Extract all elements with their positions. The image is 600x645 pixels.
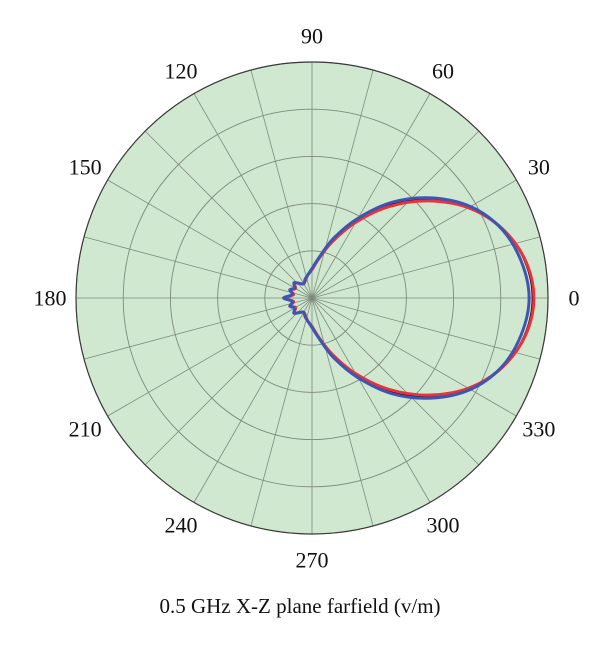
chart-title: 0.5 GHz X-Z plane farfield (v/m) [159,594,441,618]
series-layer [282,196,536,400]
grid-spoke [250,297,313,527]
grid-spoke [83,236,313,299]
angle-tick-label: 270 [296,548,329,573]
angle-tick-label: 0 [569,286,580,311]
angle-tick-label: 180 [34,286,67,311]
series-line-3 [282,196,531,400]
grid-spoke [144,297,313,466]
grid-spoke [311,69,374,299]
angle-tick-labels: 0 30 60 90 120 150 180 210 240 270 300 330 [34,24,580,573]
grid-spoke [250,69,313,299]
grid-spoke [311,297,541,360]
grid-spoke [311,297,480,466]
grid-spoke [311,130,480,299]
angular-grid-spokes [76,62,548,534]
grid-spoke [193,297,313,503]
angle-tick-label: 300 [427,512,460,537]
grid-spoke [311,179,517,299]
grid-spoke [311,93,431,299]
angle-tick-label: 90 [301,24,323,49]
angle-tick-label: 150 [69,155,102,180]
grid-spoke [311,236,541,299]
angle-tick-label: 60 [432,59,454,84]
angle-tick-label: 120 [165,59,198,84]
grid-spoke [311,297,431,503]
grid-spoke [311,297,517,417]
grid-spoke [107,179,313,299]
grid-spoke [311,297,374,527]
angle-tick-label: 210 [69,417,102,442]
grid-spoke [144,130,313,299]
grid-spoke [83,297,313,360]
outer-boundary-ring [75,61,549,535]
angle-tick-label: 30 [528,155,550,180]
grid-spoke [107,297,313,417]
angle-tick-label: 330 [522,417,555,442]
grid-spoke [193,93,313,299]
angle-tick-label: 240 [165,512,198,537]
